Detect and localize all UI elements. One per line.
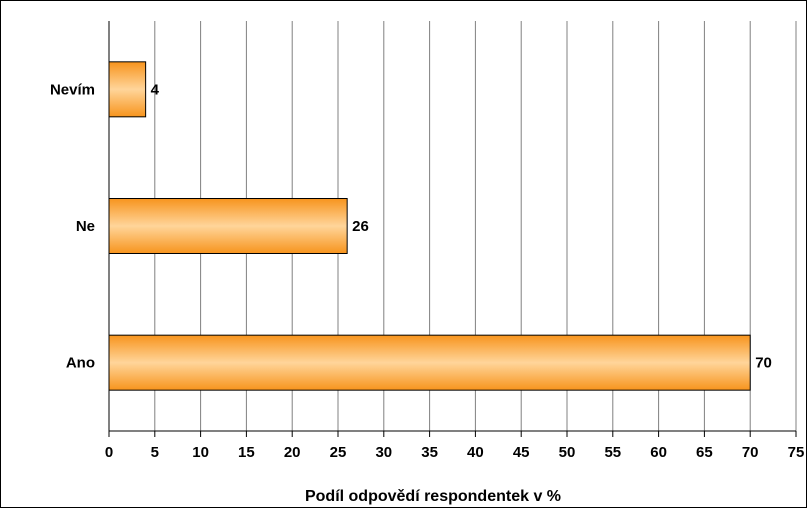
bars	[108, 61, 751, 391]
x-tick-label: 10	[192, 444, 209, 461]
bar-0	[108, 61, 147, 118]
x-tick-label: 55	[604, 444, 621, 461]
axes	[108, 21, 797, 437]
category-label: Nevím	[50, 81, 95, 98]
x-tick-label: 40	[467, 444, 484, 461]
x-tick-label: 25	[330, 444, 347, 461]
x-tick-label: 5	[151, 444, 159, 461]
x-tick-label: 15	[238, 444, 255, 461]
value-label: 4	[151, 81, 160, 98]
x-tick-label: 35	[421, 444, 438, 461]
x-axis-title: Podíl odpovědí respondentek v %	[305, 488, 561, 505]
value-label: 26	[352, 218, 369, 235]
bar-2	[108, 334, 751, 391]
x-tick-label: 0	[105, 444, 113, 461]
value-label: 70	[755, 355, 772, 372]
x-tick-label: 50	[559, 444, 576, 461]
x-tick-label: 30	[375, 444, 392, 461]
labels: 0 5 10 15 20 25 30 35 40 45 50 55 60 65 70 75 4 Nevím 26 Ne…	[50, 81, 804, 461]
x-tick-label: 65	[696, 444, 713, 461]
bar-1	[108, 198, 348, 254]
x-tick-label: 75	[788, 444, 805, 461]
x-tick-label: 45	[513, 444, 530, 461]
category-label: Ano	[66, 355, 95, 372]
x-tick-label: 60	[650, 444, 667, 461]
x-tick-label: 20	[284, 444, 301, 461]
x-tick-label: 70	[742, 444, 759, 461]
category-label: Ne	[76, 218, 95, 235]
